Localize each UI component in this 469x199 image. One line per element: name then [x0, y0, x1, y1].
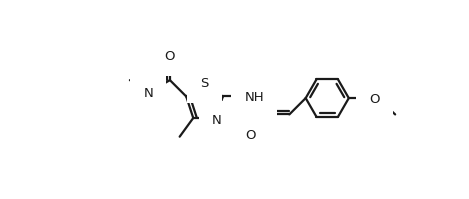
Text: N: N	[212, 114, 221, 127]
Text: N: N	[144, 87, 153, 100]
Text: O: O	[165, 50, 175, 63]
Text: O: O	[246, 129, 256, 142]
Text: NH: NH	[245, 91, 264, 104]
Text: O: O	[369, 93, 379, 106]
Text: S: S	[200, 77, 209, 90]
